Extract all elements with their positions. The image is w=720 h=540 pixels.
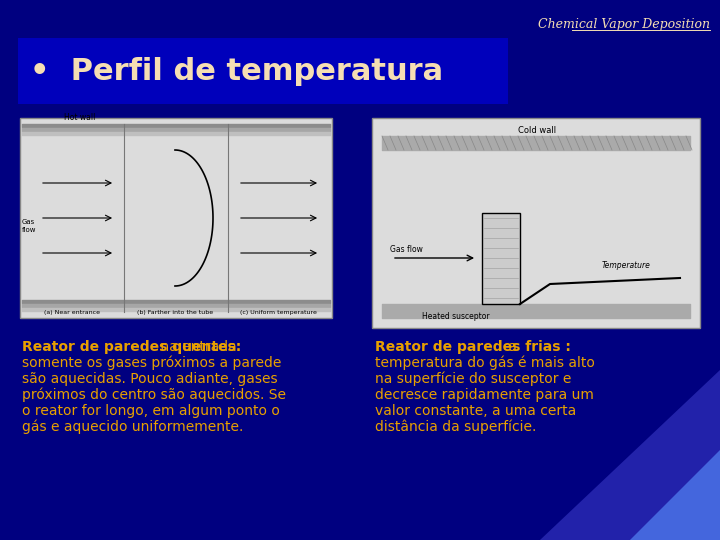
Text: Cold wall: Cold wall — [518, 126, 556, 135]
Text: distância da superfície.: distância da superfície. — [375, 420, 536, 435]
Text: (c) Uniform temperature: (c) Uniform temperature — [240, 310, 316, 315]
Text: gás e aquecido uniformemente.: gás e aquecido uniformemente. — [22, 420, 243, 435]
Text: temperatura do gás é mais alto: temperatura do gás é mais alto — [375, 356, 595, 370]
Text: •  Perfil de temperatura: • Perfil de temperatura — [30, 57, 443, 86]
Text: Reator de paredes quentes:: Reator de paredes quentes: — [22, 340, 241, 354]
Text: próximos do centro são aquecidos. Se: próximos do centro são aquecidos. Se — [22, 388, 286, 402]
FancyBboxPatch shape — [18, 38, 508, 104]
Polygon shape — [540, 370, 720, 540]
Text: Hot wall: Hot wall — [64, 113, 96, 122]
Text: na entrada: na entrada — [156, 340, 237, 354]
FancyBboxPatch shape — [20, 118, 332, 318]
Text: a: a — [504, 340, 517, 354]
Text: Gas
flow: Gas flow — [22, 219, 37, 233]
Text: Reator de paredes frias :: Reator de paredes frias : — [375, 340, 571, 354]
Text: decresce rapidamente para um: decresce rapidamente para um — [375, 388, 594, 402]
FancyBboxPatch shape — [372, 118, 700, 328]
Text: na superfície do susceptor e: na superfície do susceptor e — [375, 372, 572, 387]
Text: valor constante, a uma certa: valor constante, a uma certa — [375, 404, 576, 418]
Text: (b) Farther into the tube: (b) Farther into the tube — [137, 310, 213, 315]
Text: Temperature: Temperature — [602, 261, 651, 271]
Text: Gas flow: Gas flow — [390, 245, 423, 254]
Text: (a) Near entrance: (a) Near entrance — [44, 310, 100, 315]
Text: são aquecidas. Pouco adiante, gases: são aquecidas. Pouco adiante, gases — [22, 372, 278, 386]
Polygon shape — [630, 450, 720, 540]
Text: Heated susceptor: Heated susceptor — [422, 312, 490, 321]
Text: somente os gases próximos a parede: somente os gases próximos a parede — [22, 356, 282, 370]
FancyBboxPatch shape — [482, 213, 520, 304]
Text: Chemical Vapor Deposition: Chemical Vapor Deposition — [538, 18, 710, 31]
Text: o reator for longo, em algum ponto o: o reator for longo, em algum ponto o — [22, 404, 280, 418]
